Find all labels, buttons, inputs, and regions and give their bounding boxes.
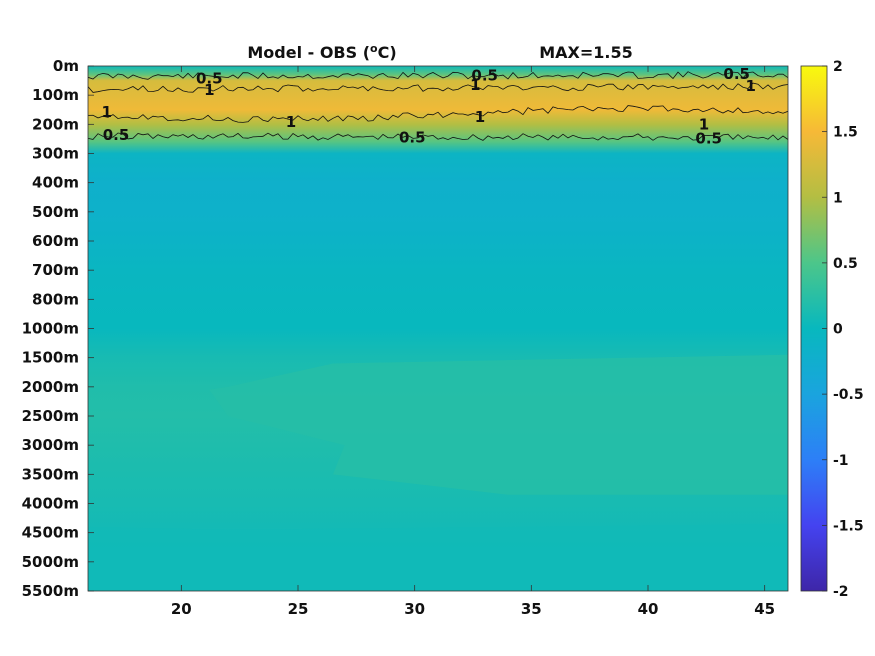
y-tick-label: 4500m <box>22 524 79 542</box>
contour-label: 1 <box>475 108 485 126</box>
y-tick-label: 700m <box>32 261 79 279</box>
colorbar-tick-label: -2 <box>833 584 849 600</box>
y-tick-label: 100m <box>32 86 79 104</box>
contour-label: 1 <box>745 77 755 95</box>
y-tick-label: 800m <box>32 290 79 308</box>
contour-lines <box>88 71 788 141</box>
contour-label: 0.5 <box>196 69 223 87</box>
y-tick-label: 0m <box>53 57 79 75</box>
colorbar-ticks: 2 1.5 1 0.5 0 -0.5 -1 -1.5 -2 <box>822 59 864 600</box>
contour-label: 0.5 <box>399 129 426 147</box>
colorbar: 2 1.5 1 0.5 0 -0.5 -1 -1.5 -2 <box>800 59 864 600</box>
y-tick-label: 2500m <box>22 407 79 425</box>
colorbar-tick-label: 2 <box>833 59 843 75</box>
colorbar-tick-label: -1 <box>833 453 849 469</box>
colorbar-tick-label: 1 <box>833 190 843 206</box>
contour-line-1 <box>88 82 788 93</box>
y-tick-label: 5000m <box>22 553 79 571</box>
max-label: MAX=1.55 <box>539 43 633 62</box>
x-axis-ticks: 20 25 30 35 40 45 <box>171 66 775 618</box>
y-tick-label: 300m <box>32 145 79 163</box>
y-tick-label: 2000m <box>22 378 79 396</box>
x-tick-label: 35 <box>521 600 542 618</box>
x-tick-label: 25 <box>288 600 309 618</box>
y-tick-label: 1500m <box>22 349 79 367</box>
y-tick-label: 3500m <box>22 465 79 483</box>
heatmap-field <box>88 66 788 591</box>
contour-line-0.5 <box>88 71 788 80</box>
y-tick-label: 400m <box>32 174 79 192</box>
chart-title: Model - OBS (oC) <box>247 42 396 62</box>
contour-label: 1 <box>699 115 709 133</box>
x-tick-label: 20 <box>171 600 192 618</box>
contour-label: 1 <box>470 76 480 94</box>
x-tick-label: 40 <box>638 600 659 618</box>
y-axis-ticks: 0m 100m 200m 300m 400m 500m 600m 700m 800m 1000m 1… <box>22 57 94 600</box>
contour-label: 1 <box>286 113 296 131</box>
y-tick-label: 5500m <box>22 582 79 600</box>
colorbar-tick-label: 0 <box>833 322 843 338</box>
cool-patch <box>88 523 788 591</box>
contour-line-0.5 <box>88 132 788 141</box>
contour-label: 0.5 <box>723 65 750 83</box>
y-tick-label: 600m <box>32 232 79 250</box>
heatmap-patches <box>88 354 788 591</box>
x-tick-label: 45 <box>754 600 775 618</box>
colorbar-tick-label: 1.5 <box>833 125 858 141</box>
contour-label: 0.5 <box>695 129 722 147</box>
contour-label: 1 <box>101 103 111 121</box>
colorbar-tick-label: -0.5 <box>833 387 864 403</box>
warm-patch <box>209 354 788 495</box>
colorbar-tick-label: -1.5 <box>833 518 864 534</box>
y-tick-label: 3000m <box>22 436 79 454</box>
contour-label: 0.5 <box>471 66 498 84</box>
colorbar-tick-label: 0.5 <box>833 256 858 272</box>
x-tick-label: 30 <box>404 600 425 618</box>
heatmap-plot-area <box>88 66 788 591</box>
y-tick-label: 1000m <box>22 320 79 338</box>
y-tick-label: 200m <box>32 115 79 133</box>
contour-line-1 <box>88 105 788 123</box>
contour-label: 1 <box>204 81 214 99</box>
y-tick-label: 4000m <box>22 495 79 513</box>
y-tick-label: 500m <box>32 203 79 221</box>
contour-label: 0.5 <box>103 126 130 144</box>
